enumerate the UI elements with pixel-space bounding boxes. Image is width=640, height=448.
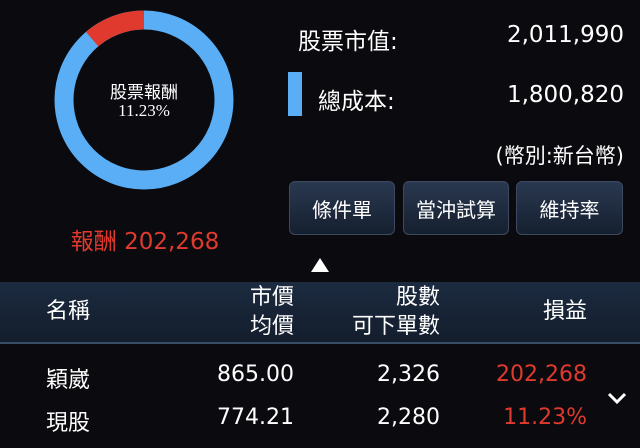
shares: 2,326 bbox=[377, 362, 440, 387]
day-trade-calc-button[interactable]: 當沖試算 bbox=[403, 181, 509, 235]
conditional-order-button[interactable]: 條件單 bbox=[289, 181, 395, 235]
collapse-up-icon[interactable] bbox=[311, 258, 329, 272]
header-name: 名稱 bbox=[46, 299, 91, 324]
return-summary: 報酬 202,268 bbox=[0, 222, 290, 256]
market-value: 2,011,990 bbox=[506, 22, 624, 48]
market-price: 865.00 bbox=[217, 362, 294, 387]
donut-return-segment bbox=[85, 10, 145, 47]
header-shares: 股數 bbox=[395, 285, 440, 310]
total-cost-label: 總成本: bbox=[318, 89, 395, 115]
trade-type: 現股 bbox=[46, 411, 91, 436]
chevron-down-icon[interactable] bbox=[606, 390, 628, 406]
market-value-label: 股票市值: bbox=[298, 29, 398, 55]
header-market-price: 市價 bbox=[249, 285, 294, 310]
return-value: 202,268 bbox=[124, 229, 220, 255]
avg-price: 774.21 bbox=[217, 405, 294, 430]
orderable-shares: 2,280 bbox=[377, 405, 440, 430]
pnl-value: 202,268 bbox=[496, 362, 587, 387]
return-donut-chart bbox=[54, 10, 234, 190]
table-row[interactable]: 穎崴 現股 865.00 774.21 2,326 2,280 202,268 … bbox=[0, 344, 640, 448]
donut-percent: 11.23% bbox=[118, 101, 170, 120]
return-label: 報酬 bbox=[70, 229, 117, 255]
maintenance-rate-button[interactable]: 維持率 bbox=[516, 181, 623, 235]
currency-note: (幣別:新台幣) bbox=[495, 144, 624, 168]
pnl-percent: 11.23% bbox=[503, 405, 587, 430]
stock-name: 穎崴 bbox=[46, 368, 91, 393]
table-header: 名稱 市價 均價 股數 可下單數 損益 bbox=[0, 282, 640, 344]
cost-legend-swatch bbox=[288, 72, 302, 116]
header-avg-price: 均價 bbox=[249, 314, 294, 339]
header-pnl: 損益 bbox=[542, 299, 587, 324]
header-orderable: 可下單數 bbox=[351, 314, 440, 339]
donut-title: 股票報酬 bbox=[110, 83, 178, 102]
total-cost: 1,800,820 bbox=[506, 82, 624, 108]
